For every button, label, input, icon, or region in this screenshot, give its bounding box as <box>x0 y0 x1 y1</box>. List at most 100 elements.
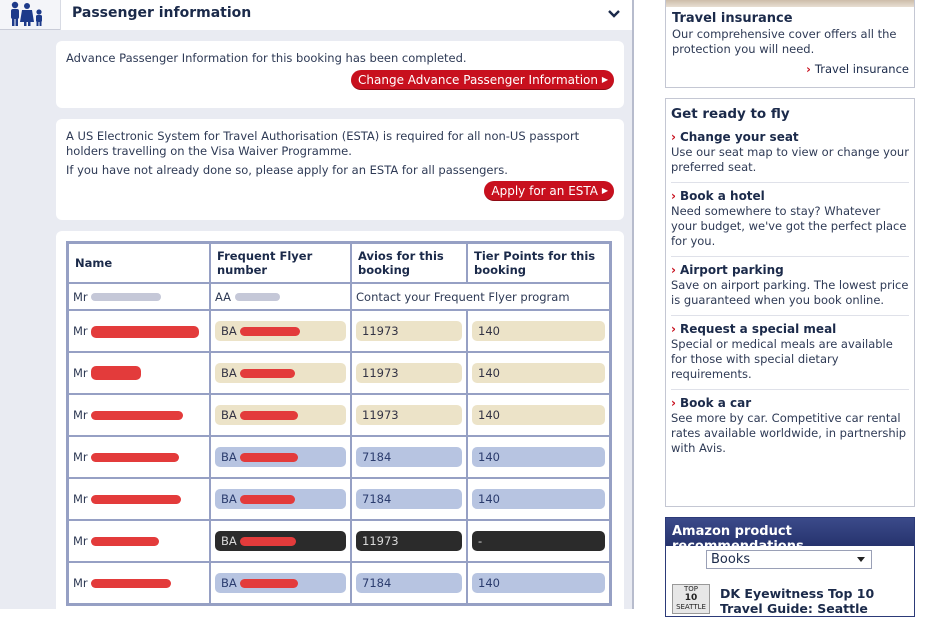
column-header-tier: Tier Points for this booking <box>467 243 610 283</box>
redacted-ff-number <box>240 369 296 378</box>
apply-esta-button[interactable]: Apply for an ESTA ▶ <box>484 181 614 201</box>
chevron-right-icon: › <box>806 62 811 76</box>
get-ready-item-seat[interactable]: › Change your seat Use our seat map to vi… <box>671 124 909 183</box>
redacted-ff-number <box>240 327 301 336</box>
travel-insurance-box: Travel insurance Our comprehensive cover… <box>665 0 915 88</box>
passenger-name-cell: Mr <box>68 436 210 478</box>
ff-number-field[interactable]: BA <box>215 489 346 509</box>
avios-value: 11973 <box>356 321 462 341</box>
ff-number-field[interactable]: BA <box>215 531 346 551</box>
column-header-name: Name <box>68 243 210 283</box>
category-select[interactable]: Books <box>706 550 872 569</box>
product-thumbnail[interactable]: TOP 10 SEATTLE <box>672 584 710 614</box>
esta-card: A US Electronic System for Travel Author… <box>56 119 624 220</box>
table-row: Mr BA 7184 140 <box>68 436 610 478</box>
tier-points-value: 140 <box>472 573 605 593</box>
redacted-name <box>91 293 162 301</box>
chevron-right-icon: › <box>671 130 676 144</box>
get-ready-item-text: Save on airport parking. The lowest pric… <box>671 278 909 307</box>
travel-insurance-title: Travel insurance <box>672 11 793 26</box>
frequent-flyer-card: Name Frequent Flyer number Avios for thi… <box>56 231 624 621</box>
redacted-name <box>91 537 160 546</box>
avios-value: 11973 <box>356 531 462 551</box>
travel-insurance-text: Our comprehensive cover offers all the p… <box>672 27 897 56</box>
chevron-right-icon: › <box>671 189 676 203</box>
get-ready-item-text: See more by car. Competitive car rental … <box>671 411 907 455</box>
amazon-title: Amazon product recommendations <box>666 518 914 554</box>
change-api-button[interactable]: Change Advance Passenger Information ▶ <box>351 70 614 90</box>
name-title: Mr <box>73 408 88 422</box>
ff-prefix: BA <box>221 492 237 506</box>
avios-value: 7184 <box>356 573 462 593</box>
amazon-box: Amazon product recommendations Books TOP… <box>665 517 915 617</box>
get-ready-item-text: Special or medical meals are available f… <box>671 337 893 381</box>
redacted-ff-number <box>240 453 299 462</box>
ff-number-cell: AA <box>210 283 351 310</box>
chevron-right-icon: › <box>671 396 676 410</box>
ff-number-field[interactable]: BA <box>215 405 346 425</box>
tier-points-value: 140 <box>472 447 605 467</box>
ff-prefix: BA <box>221 408 237 422</box>
thumbnail-text-top: TOP <box>683 585 698 593</box>
redacted-name <box>91 453 180 462</box>
change-api-label: Change Advance Passenger Information <box>358 73 598 87</box>
column-header-avios: Avios for this booking <box>351 243 467 283</box>
table-row: Mr BA 11973 140 <box>68 394 610 436</box>
ff-number-field[interactable]: BA <box>215 573 346 593</box>
name-title: Mr <box>73 289 88 304</box>
avios-value: 11973 <box>356 405 462 425</box>
get-ready-item-parking[interactable]: › Airport parking Save on airport parking… <box>671 257 909 316</box>
ff-prefix: BA <box>221 366 237 380</box>
redacted-name <box>91 411 184 420</box>
page-title: Passenger information <box>72 5 252 21</box>
ff-number-field[interactable]: BA <box>215 447 346 467</box>
redacted-name <box>91 579 172 588</box>
get-ready-item-car[interactable]: › Book a car See more by car. Competitive… <box>671 390 909 463</box>
tier-points-value: 140 <box>472 489 605 509</box>
column-header-ff: Frequent Flyer number <box>210 243 351 283</box>
family-icon <box>11 1 42 26</box>
ff-number-field[interactable]: BA <box>215 363 346 383</box>
name-title: Mr <box>73 324 88 338</box>
name-title: Mr <box>73 534 88 548</box>
name-title: Mr <box>73 365 88 380</box>
redacted-name <box>91 366 142 381</box>
esta-text: A US Electronic System for Travel Author… <box>66 129 580 158</box>
passenger-info-header[interactable]: Passenger information <box>0 0 632 30</box>
redacted-name <box>91 325 200 338</box>
redacted-name <box>91 495 182 504</box>
redacted-ff-number <box>240 537 297 546</box>
name-title: Mr <box>73 576 88 590</box>
ff-number-field[interactable]: BA <box>215 321 346 341</box>
apply-esta-label: Apply for an ESTA <box>491 184 598 198</box>
get-ready-item-text: Use our seat map to view or change your … <box>671 145 909 174</box>
product-title-link[interactable]: DK Eyewitness Top 10 Travel Guide: Seatt… <box>720 586 875 616</box>
get-ready-item-title: Book a car <box>679 396 752 410</box>
get-ready-item-title: Airport parking <box>679 263 784 277</box>
redacted-ff-number <box>234 293 280 301</box>
ff-prefix: AA <box>215 289 232 304</box>
table-row: Mr BA 11973 140 <box>68 352 610 394</box>
chevron-right-icon: ▶ <box>601 75 608 84</box>
get-ready-item-meal[interactable]: › Request a special meal Special or medic… <box>671 316 909 390</box>
get-ready-item-title: Change your seat <box>679 130 799 144</box>
ff-prefix: BA <box>221 450 237 464</box>
get-ready-item-title: Request a special meal <box>679 322 837 336</box>
get-ready-item-hotel[interactable]: › Book a hotel Need somewhere to stay? Wh… <box>671 183 909 257</box>
get-ready-item-title: Book a hotel <box>679 189 765 203</box>
tier-points-value: 140 <box>472 363 605 383</box>
travel-insurance-link[interactable]: › Travel insurance <box>806 62 909 76</box>
chevron-right-icon: › <box>671 322 676 336</box>
passenger-name-cell: Mr <box>68 310 210 352</box>
passenger-info-title-tab[interactable]: Passenger information <box>60 0 632 30</box>
ff-prefix: BA <box>221 324 237 338</box>
ff-prefix: BA <box>221 534 237 548</box>
chevron-right-icon: ▶ <box>601 186 608 195</box>
column-divider <box>632 0 634 609</box>
thumbnail-text-city: SEATTLE <box>676 603 706 611</box>
category-select-value: Books <box>711 552 751 567</box>
get-ready-box: Get ready to fly › Change your seat Use o… <box>665 98 915 507</box>
chevron-down-icon[interactable] <box>608 9 620 19</box>
passenger-name-cell: Mr <box>68 562 210 604</box>
redacted-ff-number <box>240 495 296 504</box>
